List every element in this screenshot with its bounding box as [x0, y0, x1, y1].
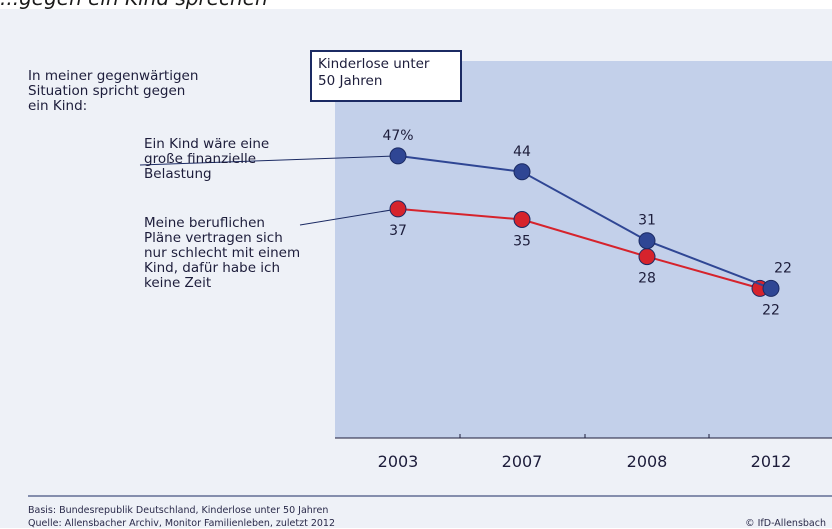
data-point [513, 163, 531, 181]
data-point [638, 248, 656, 266]
question-text: In meiner gegenwärtigen Situation sprich… [28, 68, 199, 114]
series-label-finanzielle-belastung: Ein Kind wäre eine große finanzielle Bel… [144, 136, 270, 182]
footer-source: Quelle: Allensbacher Archiv, Monitor Fam… [28, 518, 336, 529]
data-label: 22 [774, 260, 792, 276]
cut-title-strip: ...gegen ein Kind sprechen [0, 0, 832, 9]
data-label: 22 [762, 302, 780, 318]
data-point [389, 200, 407, 218]
connector-blue [139, 155, 399, 166]
connector-red [299, 208, 399, 226]
x-tick-label: 2008 [627, 452, 668, 471]
data-label: 31 [638, 213, 656, 229]
cut-title: ...gegen ein Kind sprechen [0, 0, 268, 9]
series-group [389, 147, 780, 297]
data-point [762, 279, 780, 297]
x-axis: 2003 2007 2008 2012 [335, 434, 832, 471]
series-line [397, 207, 761, 290]
data-point [389, 147, 407, 165]
x-tick-label: 2007 [502, 452, 543, 471]
series-label-berufliche-plaene: Meine beruflichen Pläne vertragen sich n… [144, 215, 301, 291]
data-label: 44 [513, 144, 531, 160]
legend-box: Kinderlose unter 50 Jahren [310, 50, 462, 102]
data-point [638, 232, 656, 250]
footer-credit: © IfD-Allensbach [745, 518, 826, 529]
series-line [397, 154, 772, 290]
data-label: 47% [382, 128, 413, 144]
data-label: 28 [638, 271, 656, 287]
data-label: 35 [513, 234, 531, 250]
label-connectors [139, 155, 399, 226]
data-point [513, 211, 531, 228]
plot-area [335, 61, 832, 438]
footer-basis: Basis: Bundesrepublik Deutschland, Kinde… [28, 505, 329, 516]
data-labels: 47% 44 31 22 37 35 28 22 [382, 128, 791, 319]
x-tick-label: 2003 [378, 452, 419, 471]
data-label: 37 [389, 223, 407, 239]
x-tick-label: 2012 [751, 452, 792, 471]
